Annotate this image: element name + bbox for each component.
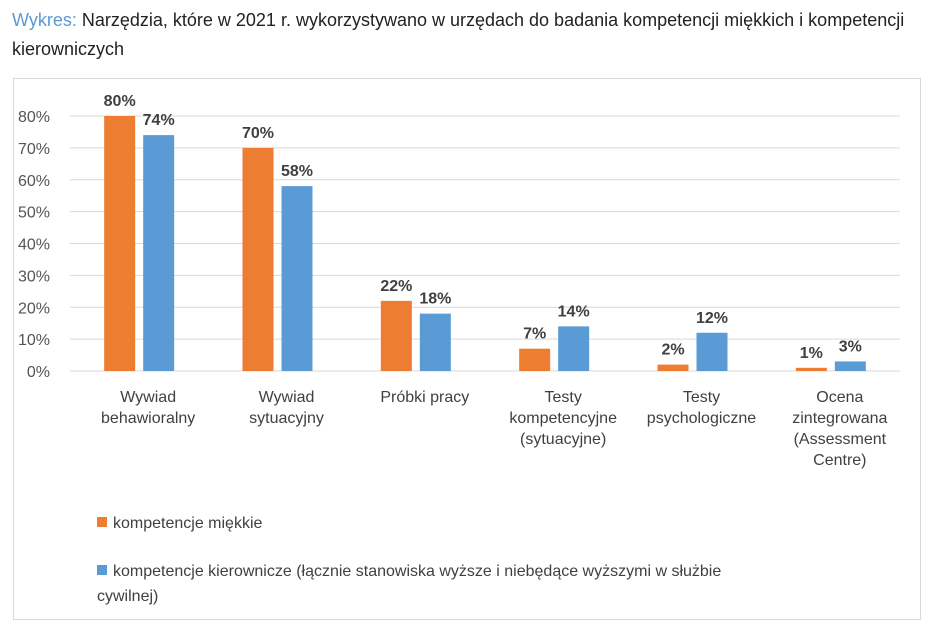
bar-managerial-skills <box>558 326 590 371</box>
y-tick-label: 80% <box>18 109 50 126</box>
y-tick-label: 70% <box>18 141 50 158</box>
data-label: 3% <box>839 338 862 355</box>
bar-soft-skills <box>519 348 551 371</box>
legend-label: kompetencje kierownicze (łącznie stanowi… <box>113 563 721 580</box>
bar-soft-skills <box>242 147 274 371</box>
y-tick-label: 30% <box>18 268 50 285</box>
data-label: 1% <box>800 345 823 362</box>
data-label: 2% <box>661 342 684 359</box>
x-category-label: Wywiad behawioralny <box>101 389 195 427</box>
y-tick-label: 10% <box>18 332 50 349</box>
data-label: 58% <box>281 163 313 180</box>
chart-title: Wykres: Narzędzia, które w 2021 r. wykor… <box>12 6 922 64</box>
legend-swatch <box>97 517 107 527</box>
chart-border <box>13 78 921 620</box>
data-label: 18% <box>419 291 451 308</box>
bar-soft-skills <box>104 116 136 371</box>
bar-soft-skills <box>657 364 689 371</box>
data-label: 14% <box>558 303 590 320</box>
data-label: 12% <box>696 310 728 327</box>
data-label: 7% <box>523 326 546 343</box>
y-tick-label: 20% <box>18 300 50 317</box>
data-label: 80% <box>104 93 136 110</box>
title-lead: Wykres: <box>12 10 77 30</box>
bar-managerial-skills <box>696 332 728 371</box>
x-category-label: Wywiad sytuacyjny <box>249 389 324 427</box>
legend-label: kompetencje miękkie <box>113 515 263 532</box>
x-category-label: Próbki pracy <box>380 389 469 406</box>
bar-soft-skills <box>795 367 827 371</box>
x-category-label: Testy psychologiczne <box>647 389 757 427</box>
legend-label: cywilnej) <box>97 588 158 605</box>
bar-managerial-skills <box>281 186 313 371</box>
data-label: 74% <box>143 112 175 129</box>
data-label: 70% <box>242 125 274 142</box>
bar-managerial-skills <box>419 313 451 371</box>
title-text: Narzędzia, które w 2021 r. wykorzystywan… <box>12 10 905 59</box>
bar-managerial-skills <box>834 361 866 371</box>
bar-managerial-skills <box>143 135 175 371</box>
y-tick-label: 50% <box>18 205 50 222</box>
x-category-label: Testy kompetencyjne (sytuacyjne) <box>509 389 617 448</box>
x-category-label: Ocena zintegrowana (Assessment Centre) <box>792 389 887 469</box>
y-tick-label: 60% <box>18 173 50 190</box>
legend-swatch <box>97 565 107 575</box>
data-label: 22% <box>380 278 412 295</box>
y-tick-label: 0% <box>27 364 50 381</box>
y-tick-label: 40% <box>18 237 50 254</box>
bar-soft-skills <box>380 300 412 371</box>
